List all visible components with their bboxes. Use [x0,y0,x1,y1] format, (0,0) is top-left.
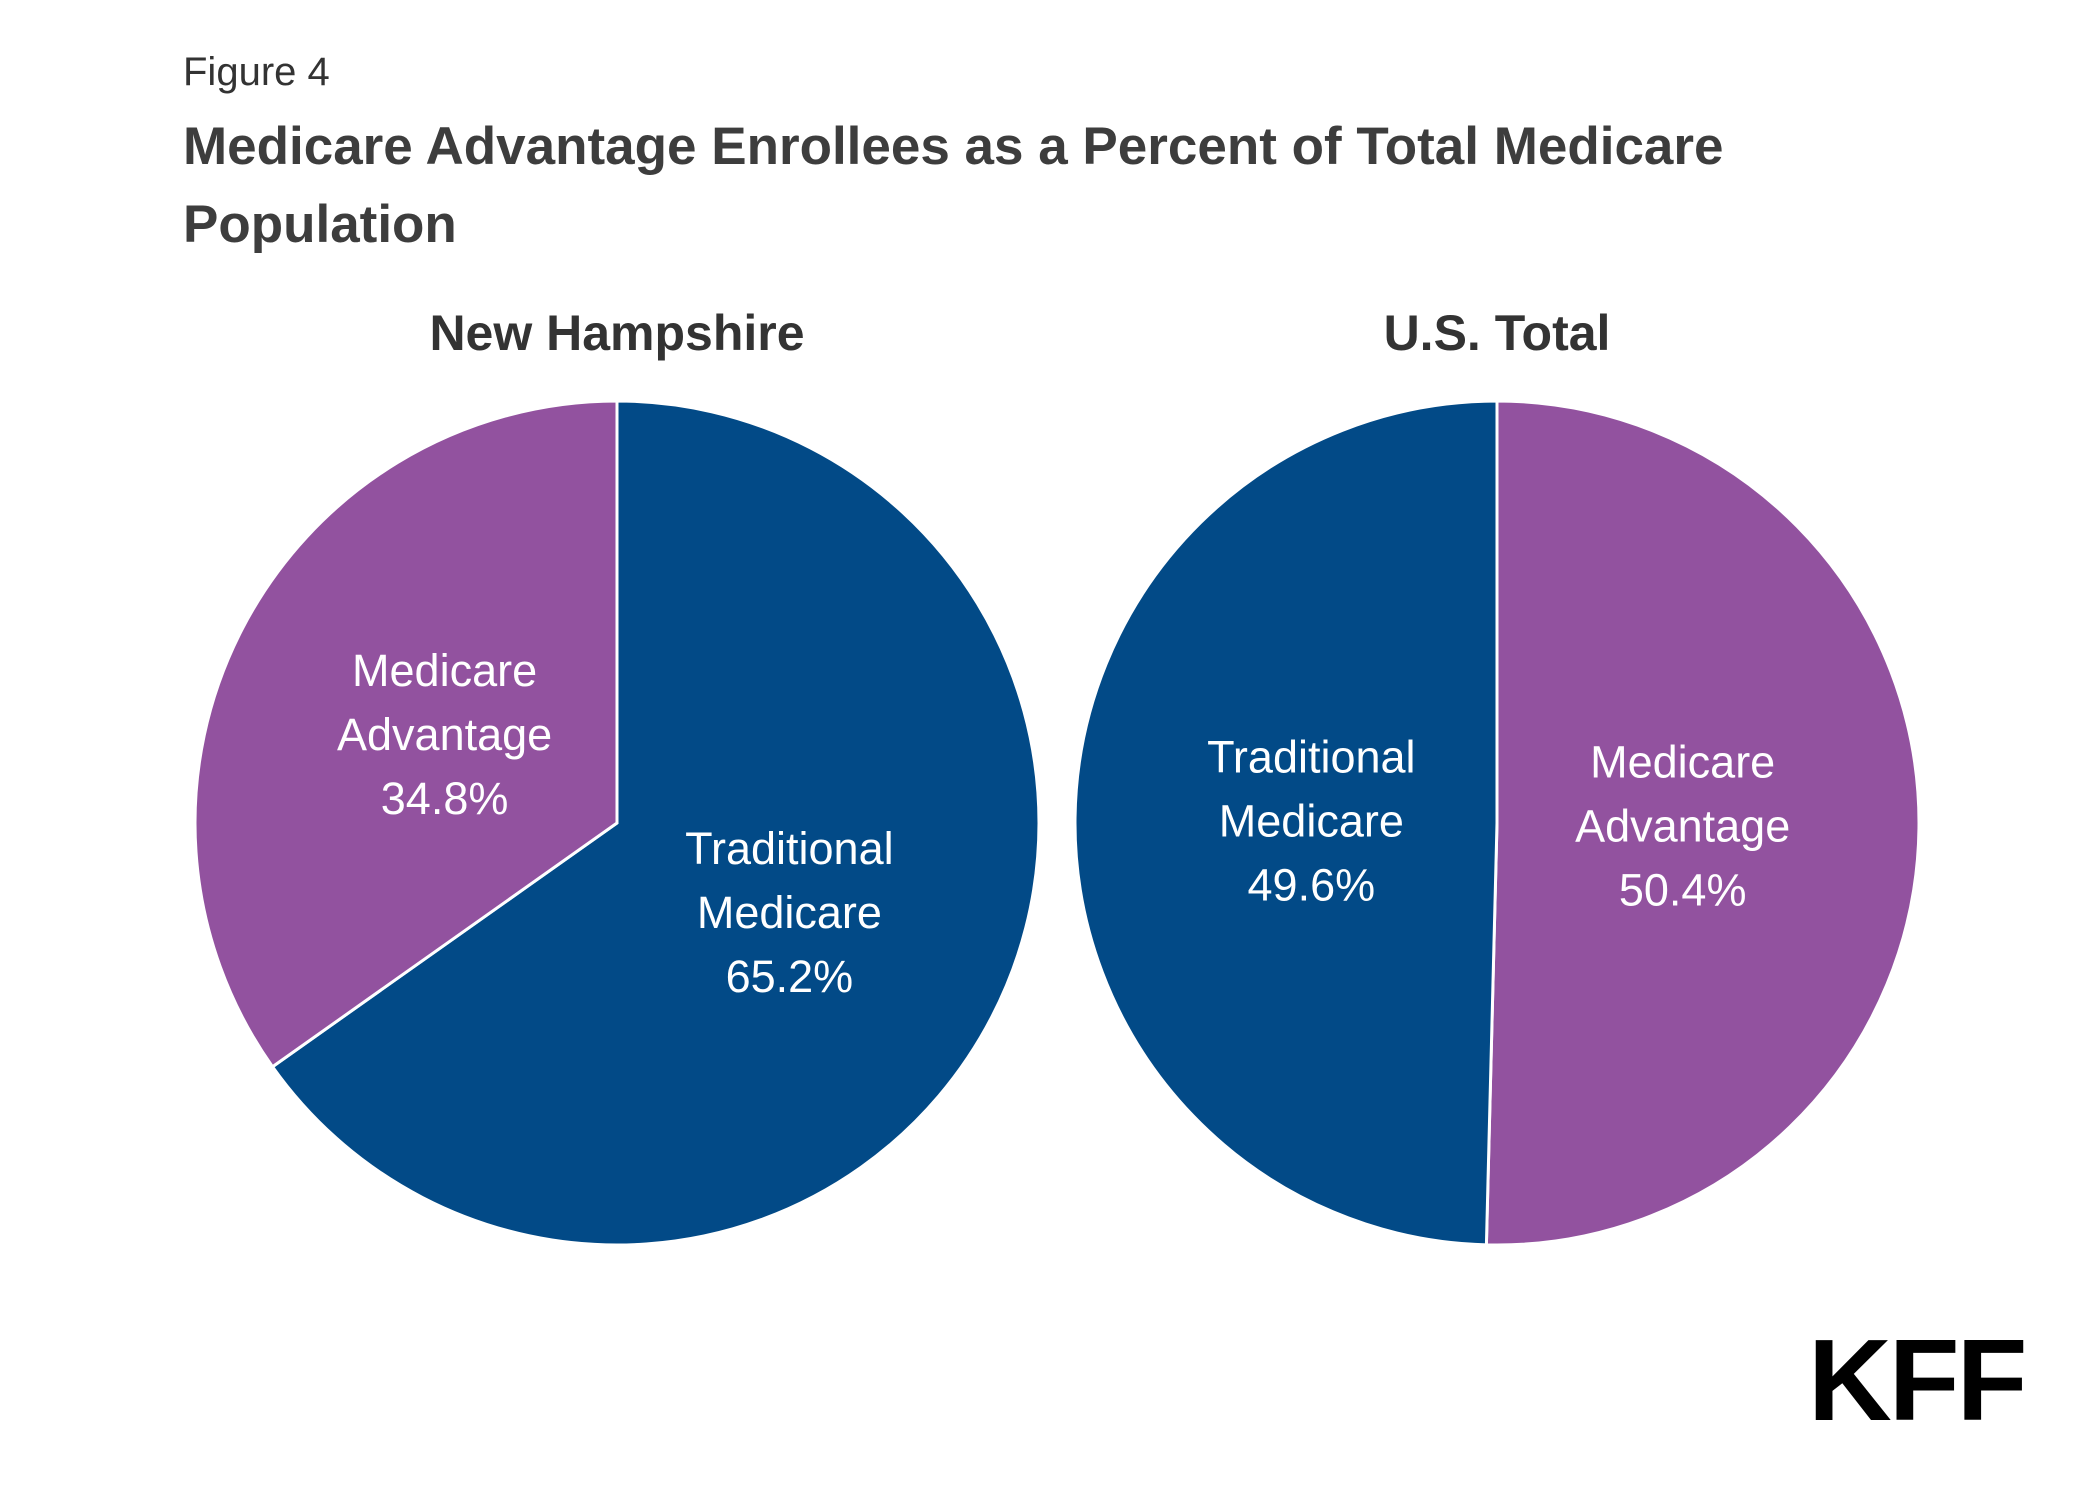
pie-slice-traditional-medicare [270,399,1041,1247]
pie-slice-medicare-advantage [1484,399,1921,1247]
pie-slice-medicare-advantage [193,399,619,1069]
pie-slice-traditional-medicare [1073,399,1499,1247]
pie-title: U.S. Total [1384,305,1611,361]
pie-title: New Hampshire [429,305,804,361]
slice-label: Medicare Advantage 50.4% [1575,736,1790,915]
pie-us-total: U.S. Total Medicare Advantage 50.4% Traditio… [1073,305,1921,1247]
figure-label: Figure 4 [183,50,330,94]
slice-label: Traditional Medicare 65.2% [685,823,893,1002]
slice-label: Medicare Advantage 34.8% [337,645,552,824]
chart-title: Medicare Advantage Enrollees as a Percen… [183,117,1724,254]
kff-logo: KFF [1808,1315,2027,1445]
pie-new-hampshire: New Hampshire Traditional Medicare 65.2% Med… [193,305,1041,1247]
slice-label: Traditional Medicare 49.6% [1207,732,1415,911]
